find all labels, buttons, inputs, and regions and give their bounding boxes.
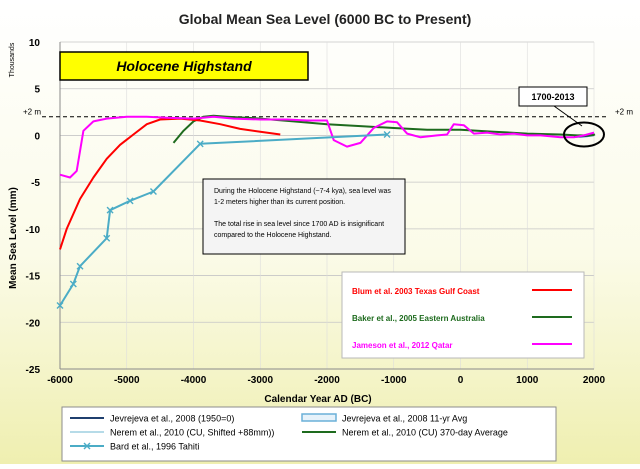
note-paragraph-2: The total rise in sea level since 1700 A… — [214, 221, 386, 239]
tahiti-data-point — [106, 206, 114, 214]
tahiti-marker-stroke — [56, 301, 64, 309]
y-tick-label: -15 — [26, 272, 41, 283]
inner-legend-label: Baker et al., 2005 Eastern Australia — [352, 314, 485, 323]
x-tick-label: -3000 — [247, 375, 273, 386]
bottom-legend-swatch — [301, 413, 337, 422]
tahiti-data-point — [56, 301, 64, 309]
bottom-legend-label: Nerem et al., 2010 (CU, Shifted +88mm)) — [110, 428, 274, 438]
x-axis-title: Calendar Year AD (BC) — [264, 394, 371, 405]
y-unit-note: Thousands — [9, 42, 16, 77]
tahiti-marker-stroke — [69, 280, 77, 288]
series-layer — [56, 114, 596, 309]
highstand-banner: Holocene Highstand — [59, 51, 309, 81]
series-blum-et-al-2003-texas-gulf-coast — [59, 117, 281, 250]
tahiti-marker-stroke — [103, 234, 111, 242]
x-tick-label: -1000 — [381, 375, 407, 386]
note-paragraph-1: During the Holocene Highstand (~7-4 kya)… — [214, 188, 393, 206]
tahiti-data-point — [76, 262, 84, 270]
y-tick-label: 0 — [34, 131, 40, 142]
highstand-banner-box — [59, 51, 309, 81]
tahiti-data-point — [103, 234, 111, 242]
y-tick-label: -25 — [26, 365, 41, 376]
tahiti-marker-stroke — [196, 140, 204, 148]
tahiti-marker-stroke — [106, 206, 114, 214]
callout-label: 1700-2013 — [531, 92, 574, 102]
tahiti-data-point — [149, 187, 157, 195]
tahiti-marker-stroke — [149, 187, 157, 195]
x-tick-label: -4000 — [181, 375, 207, 386]
y-tick-label: -5 — [31, 178, 40, 189]
note-p1-line-1: During the Holocene Highstand (~7-4 kya)… — [214, 188, 391, 195]
x-tick-label: 2000 — [583, 375, 606, 386]
note-p2-line-2: compared to the Holocene Highstand. — [214, 232, 332, 239]
y-tick-label: 5 — [34, 85, 40, 96]
note-box: During the Holocene Highstand (~7-4 kya)… — [202, 178, 406, 255]
inner-legend-label: Blum et al. 2003 Texas Gulf Coast — [352, 287, 480, 296]
tahiti-data-point — [383, 130, 391, 138]
bottom-legend-items: Jevrejeva et al., 2008 (1950=0) Jevrejeva… — [70, 413, 508, 452]
callout-box — [518, 86, 588, 107]
x-tick-label: 1000 — [516, 375, 539, 386]
chart-title: Global Mean Sea Level (6000 BC to Presen… — [179, 11, 472, 27]
note-p2-line-1: The total rise in sea level since 1700 A… — [214, 221, 384, 228]
recent-callout: 1700-2013 — [518, 86, 605, 148]
bottom-legend-label: Jevrejeva et al., 2008 (1950=0) — [110, 414, 234, 424]
y-tick-label: -10 — [26, 225, 41, 236]
x-tick-label: -5000 — [114, 375, 140, 386]
ref-line-right-label: +2 m — [615, 108, 633, 117]
highstand-banner-label: Holocene Highstand — [116, 58, 252, 74]
bottom-legend-label: Nerem et al., 2010 (CU) 370-day Average — [342, 428, 508, 438]
y-tick-label: -20 — [26, 318, 41, 329]
ref-line-left-label: +2 m — [23, 108, 41, 117]
inner-legend-items: Blum et al. 2003 Texas Gulf Coast Baker e… — [352, 287, 572, 350]
note-box-frame — [202, 178, 406, 255]
tahiti-data-point — [69, 280, 77, 288]
tahiti-data-point — [196, 140, 204, 148]
x-tick-label: -6000 — [47, 375, 73, 386]
tahiti-marker-stroke — [383, 130, 391, 138]
tahiti-marker-stroke — [76, 262, 84, 270]
inner-legend-label: Jameson et al., 2012 Qatar — [352, 341, 453, 350]
inner-legend: Blum et al. 2003 Texas Gulf Coast Baker e… — [341, 271, 585, 359]
bottom-legend-label: Bard et al., 1996 Tahiti — [110, 442, 199, 452]
recent-period-ellipse — [562, 121, 605, 148]
bottom-legend: Jevrejeva et al., 2008 (1950=0) Jevrejeva… — [61, 406, 557, 462]
y-tick-label: 10 — [29, 38, 41, 49]
axes: -25 -20 -15 -10 -5 0 5 10 -6000 -5000 -4000 -3000 -2… — [26, 38, 608, 386]
note-p1-line-2: 1-2 meters higher than its current posit… — [214, 199, 345, 206]
x-tick-label: 0 — [458, 375, 464, 386]
x-tick-label: -2000 — [314, 375, 340, 386]
bottom-legend-label: Jevrejeva et al., 2008 11-yr Avg — [342, 414, 467, 424]
y-axis-title: Mean Sea Level (mm) — [8, 187, 19, 289]
tahiti-data-point — [126, 197, 134, 205]
bottom-legend-marker — [83, 442, 91, 450]
tahiti-marker-stroke — [126, 197, 134, 205]
